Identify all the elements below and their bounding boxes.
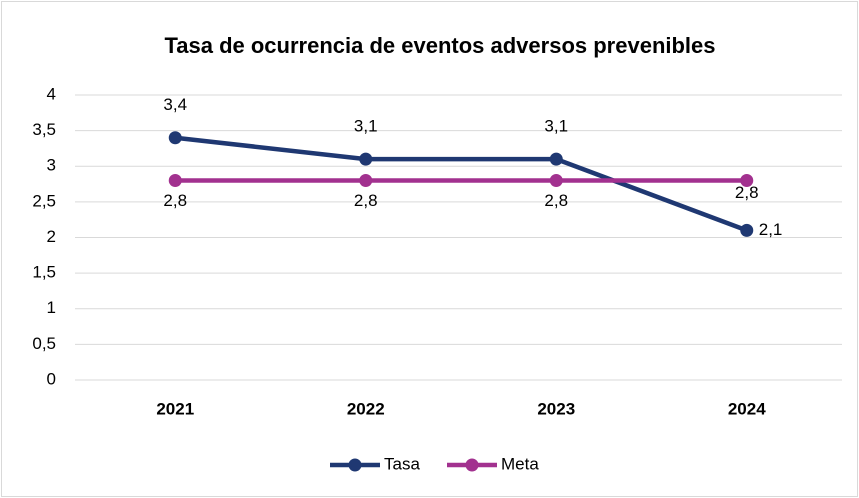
data-label: 2,8 <box>735 183 759 202</box>
data-point <box>168 131 182 145</box>
y-tick-label: 0,5 <box>32 334 56 353</box>
data-label: 3,1 <box>544 117 568 136</box>
data-point <box>549 174 563 187</box>
y-tick-label: 3 <box>47 156 56 175</box>
y-tick-label: 0 <box>47 369 56 388</box>
x-tick-label: 2023 <box>537 399 575 418</box>
data-point <box>359 174 373 187</box>
legend-label: Meta <box>501 454 539 473</box>
x-tick-label: 2021 <box>156 399 194 418</box>
data-point <box>168 174 182 187</box>
y-tick-label: 4 <box>47 84 56 103</box>
data-point <box>359 152 373 166</box>
x-tick-label: 2024 <box>728 399 766 418</box>
x-tick-label: 2022 <box>347 399 385 418</box>
legend-marker <box>348 458 362 472</box>
data-point <box>740 174 754 187</box>
y-tick-label: 2,5 <box>32 191 56 210</box>
data-label: 2,8 <box>163 191 187 210</box>
data-label: 3,4 <box>163 95 187 114</box>
data-point <box>740 223 754 237</box>
y-tick-label: 3,5 <box>32 120 56 139</box>
data-label: 2,8 <box>354 191 378 210</box>
legend-label: Tasa <box>384 454 420 473</box>
y-tick-label: 1 <box>47 298 56 317</box>
legend-marker <box>465 458 479 472</box>
series-line <box>174 135 748 233</box>
y-tick-label: 2 <box>47 227 56 246</box>
data-label: 3,1 <box>354 117 378 136</box>
data-point <box>549 152 563 166</box>
data-label: 2,1 <box>759 220 783 239</box>
data-label: 2,8 <box>544 191 568 210</box>
chart-title: Tasa de ocurrencia de eventos adversos p… <box>164 33 715 58</box>
y-tick-label: 1,5 <box>32 263 56 282</box>
